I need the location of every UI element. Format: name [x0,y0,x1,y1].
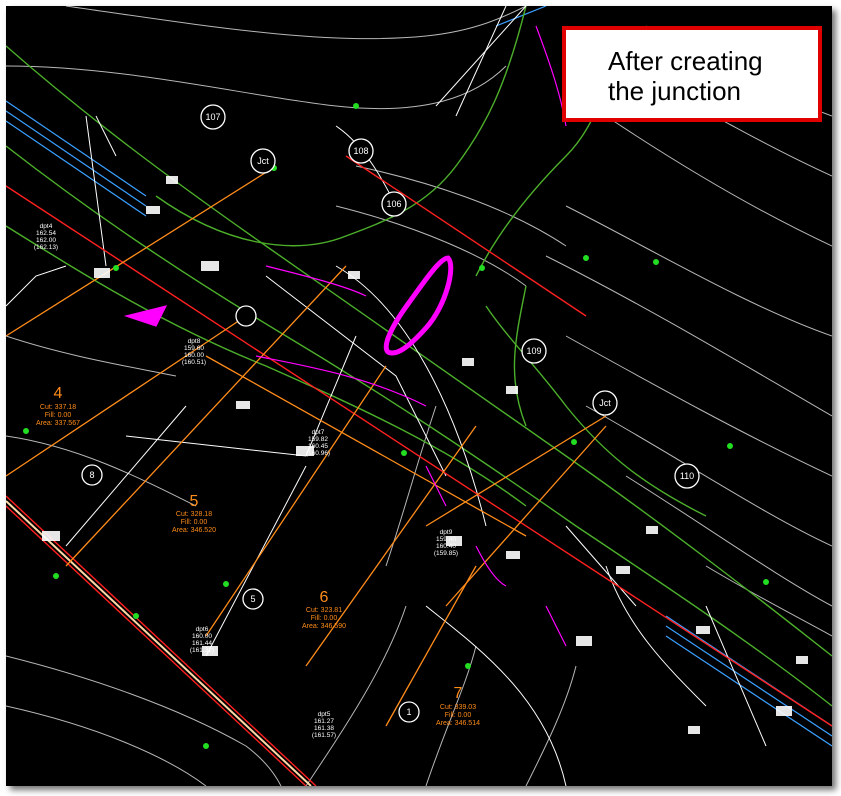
elev-tag-line: dpt6 [196,626,209,633]
cad-drawing: 107 Jct 108 109 Jct 110 8 5 1 106 4 Cut:… [6,6,832,786]
boundary-lines [6,6,767,786]
elev-tag-line: 159.60 [184,345,204,352]
elev-tag-line: 160.00 [192,633,212,640]
node-markers [81,104,700,723]
lot-cut: Cut: 339.03 [440,704,476,711]
node-label: Jct [257,156,269,166]
node-label: 109 [526,346,541,356]
node-labels: 107 Jct 108 109 Jct 110 8 5 1 106 [89,112,694,717]
elev-tag-line: 161.44 [192,640,212,647]
callout-line-2: the junction [608,76,741,106]
parcel-lines [6,165,607,727]
lot-labels: 4 Cut: 337.18 Fill: 0.00 Area: 337.567 5… [36,385,480,727]
road-edge-lines [6,6,832,707]
callout-line-1: After creating [608,46,763,76]
lot-number: 5 [190,493,199,510]
survey-marks [42,176,808,734]
elev-tag-line: dpt4 [40,223,53,230]
lot-cut: Cut: 323.81 [306,607,342,614]
node-label: Jct [599,398,611,408]
lot-fill: Fill: 0.00 [45,412,72,419]
elev-tag-line: 162.54 [36,230,56,237]
lot-fill: Fill: 0.00 [181,519,208,526]
elev-tag-line: (161.57) [312,732,336,739]
elev-tag-line: dpt8 [188,338,201,345]
lot-area: Area: 346.514 [436,720,480,727]
elev-tag-line: 162.00 [36,237,56,244]
elev-tag-line: dpt7 [312,429,325,436]
elevation-tags: dpt8 159.60 160.00 (160.51) dpt7 159.82 … [34,223,458,739]
annotation-callout: After creating the junction [562,26,822,122]
elev-tag-line: dpt5 [318,711,331,718]
node-label: 1 [406,707,411,717]
lot-area: Area: 346.590 [302,623,346,630]
road-edge-highlight [6,500,312,786]
blue-lines [6,6,832,747]
elev-tag-line: (162.13) [34,244,58,251]
elev-tag-line: (160.51) [182,359,206,366]
junction-highlight [383,255,454,356]
node-label: 8 [89,470,94,480]
magenta-features [123,25,567,647]
lot-cut: Cut: 328.18 [176,511,212,518]
elev-tag-line: 161.27 [314,718,334,725]
elev-tag-line: 160.45 [308,443,328,450]
cad-viewport[interactable]: 107 Jct 108 109 Jct 110 8 5 1 106 4 Cut:… [6,6,832,786]
node-label: 107 [205,112,220,122]
node-label: 106 [386,199,401,209]
elev-tag-line: 161.38 [314,725,334,732]
lot-number: 7 [454,685,463,702]
centerlines [6,155,832,786]
lot-number: 6 [320,589,329,606]
lot-area: Area: 337.567 [36,420,80,427]
contour-lines [6,6,832,786]
elev-tag-line: 160.40 [436,543,456,550]
elev-tag-line: dpt9 [440,529,453,536]
lot-fill: Fill: 0.00 [445,712,472,719]
node-label: 110 [680,471,694,481]
lot-fill: Fill: 0.00 [311,615,338,622]
node-label: 5 [250,594,255,604]
elev-tag-line: 159.82 [308,436,328,443]
lot-cut: Cut: 337.18 [40,404,76,411]
lot-area: Area: 346.520 [172,527,216,534]
elev-tag-line: (159.85) [434,550,458,557]
node-label: 108 [353,146,368,156]
elev-tag-line: 160.00 [184,352,204,359]
lot-number: 4 [54,385,63,402]
elev-tag-line: (160.96) [306,450,330,457]
